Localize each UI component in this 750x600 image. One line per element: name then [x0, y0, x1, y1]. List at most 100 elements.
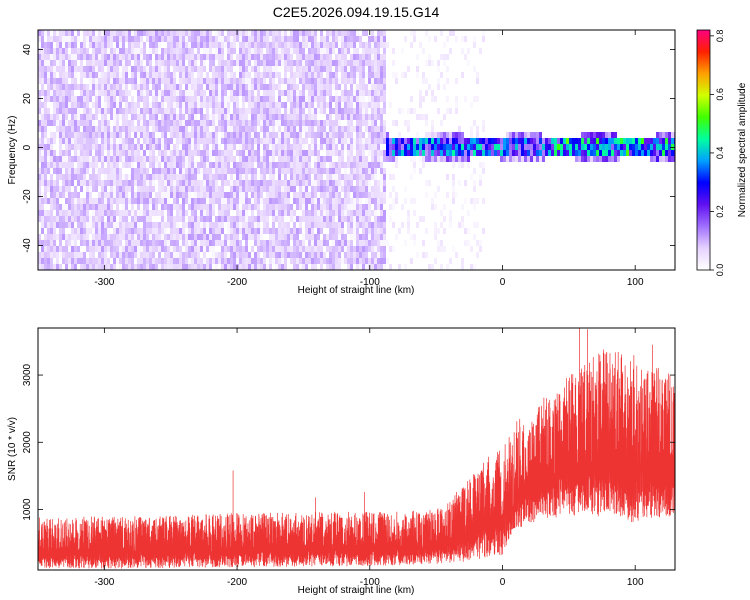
spectrogram-cell	[380, 30, 383, 36]
spectrogram-cell	[377, 102, 380, 108]
spectrogram-cell	[464, 228, 467, 234]
spectrogram-cell	[368, 114, 371, 120]
spectrogram-cell	[380, 126, 383, 132]
spectrogram-cell	[656, 150, 659, 156]
spectrogram-cell	[233, 126, 236, 132]
spectrogram-cell	[329, 72, 332, 78]
spectrogram-cell	[236, 114, 239, 120]
spectrogram-cell	[356, 114, 359, 120]
spectrogram-cell	[74, 198, 77, 204]
spectrogram-cell	[317, 246, 320, 252]
spectrogram-cell	[662, 156, 665, 162]
spectrogram-cell	[338, 204, 341, 210]
spectrogram-cell	[380, 36, 383, 42]
spectrogram-cell	[218, 66, 221, 72]
spectrogram-cell	[95, 54, 98, 60]
spectrogram-cell	[563, 150, 566, 156]
spectrogram-cell	[185, 198, 188, 204]
spectrogram-cell	[62, 246, 65, 252]
spectrogram-cell	[77, 180, 80, 186]
spectrogram-cell	[194, 162, 197, 168]
spectrogram-cell	[584, 132, 587, 138]
spectrogram-cell	[452, 246, 455, 252]
spectrogram-cell	[119, 132, 122, 138]
spectrogram-cell	[125, 114, 128, 120]
spectrogram-cell	[314, 264, 317, 270]
spectrogram-cell	[83, 138, 86, 144]
spectrogram-cell	[191, 198, 194, 204]
spectrogram-cell	[80, 42, 83, 48]
spectrogram-cell	[44, 30, 47, 36]
spectrogram-cell	[296, 126, 299, 132]
spectrogram-cell	[443, 138, 446, 144]
spectrogram-cell	[71, 216, 74, 222]
spectrogram-cell	[248, 168, 251, 174]
spectrogram-cell	[341, 240, 344, 246]
spectrogram-cell	[212, 144, 215, 150]
spectrogram-cell	[272, 96, 275, 102]
spectrogram-cell	[47, 72, 50, 78]
spectrogram-cell	[590, 132, 593, 138]
spectrogram-cell	[275, 84, 278, 90]
spectrogram-cell	[230, 252, 233, 258]
spectrogram-cell	[251, 204, 254, 210]
spectrogram-cell	[290, 120, 293, 126]
spectrogram-cell	[383, 174, 386, 180]
spectrogram-cell	[179, 192, 182, 198]
spectrogram-cell	[317, 156, 320, 162]
spectrogram-cell	[212, 186, 215, 192]
spectrogram-cell	[254, 72, 257, 78]
spectrogram-cell	[362, 90, 365, 96]
spectrogram-cell	[221, 240, 224, 246]
spectrogram-cell	[197, 78, 200, 84]
spectrogram-cell	[74, 108, 77, 114]
spectrogram-cell	[158, 192, 161, 198]
spectrogram-cell	[251, 186, 254, 192]
spectrogram-cell	[326, 180, 329, 186]
spectrogram-cell	[341, 174, 344, 180]
spectrogram-cell	[449, 144, 452, 150]
spectrogram-cell	[173, 156, 176, 162]
spectrogram-cell	[335, 228, 338, 234]
spectrogram-cell	[215, 234, 218, 240]
spectrogram-cell	[53, 114, 56, 120]
spectrogram-cell	[131, 156, 134, 162]
spectrogram-cell	[200, 186, 203, 192]
spectrogram-cell	[206, 156, 209, 162]
spectrogram-cell	[110, 162, 113, 168]
spectrogram-cell	[380, 186, 383, 192]
spectrogram-cell	[200, 42, 203, 48]
spectrogram-cell	[464, 144, 467, 150]
spectrogram-cell	[140, 36, 143, 42]
spectrogram-cell	[266, 96, 269, 102]
spectrogram-cell	[248, 66, 251, 72]
spectrogram-cell	[131, 162, 134, 168]
spectrogram-cell	[185, 264, 188, 270]
spectrogram-cell	[593, 150, 596, 156]
spectrogram-cell	[245, 84, 248, 90]
spectrogram-cell	[443, 114, 446, 120]
spectrogram-cell	[371, 42, 374, 48]
spectrogram-cell	[155, 72, 158, 78]
spectrogram-cell	[185, 72, 188, 78]
spectrogram-cell	[302, 168, 305, 174]
spectrogram-cell	[170, 168, 173, 174]
spectrogram-cell	[155, 96, 158, 102]
spectrogram-cell	[239, 252, 242, 258]
spectrogram-cell	[257, 138, 260, 144]
spectrogram-cell	[38, 66, 41, 72]
spectrogram-cell	[89, 204, 92, 210]
spectrogram-cell	[314, 180, 317, 186]
spectrogram-cell	[449, 222, 452, 228]
spectrogram-cell	[254, 78, 257, 84]
spectrogram-cell	[113, 234, 116, 240]
spectrogram-cell	[332, 126, 335, 132]
spectrogram-cell	[116, 30, 119, 36]
spectrogram-cell	[257, 84, 260, 90]
spectrogram-cell	[104, 174, 107, 180]
x-tick-label: -300	[94, 277, 114, 288]
spectrogram-cell	[206, 204, 209, 210]
spectrogram-cell	[323, 96, 326, 102]
spectrogram-cell	[134, 216, 137, 222]
spectrogram-cell	[161, 198, 164, 204]
